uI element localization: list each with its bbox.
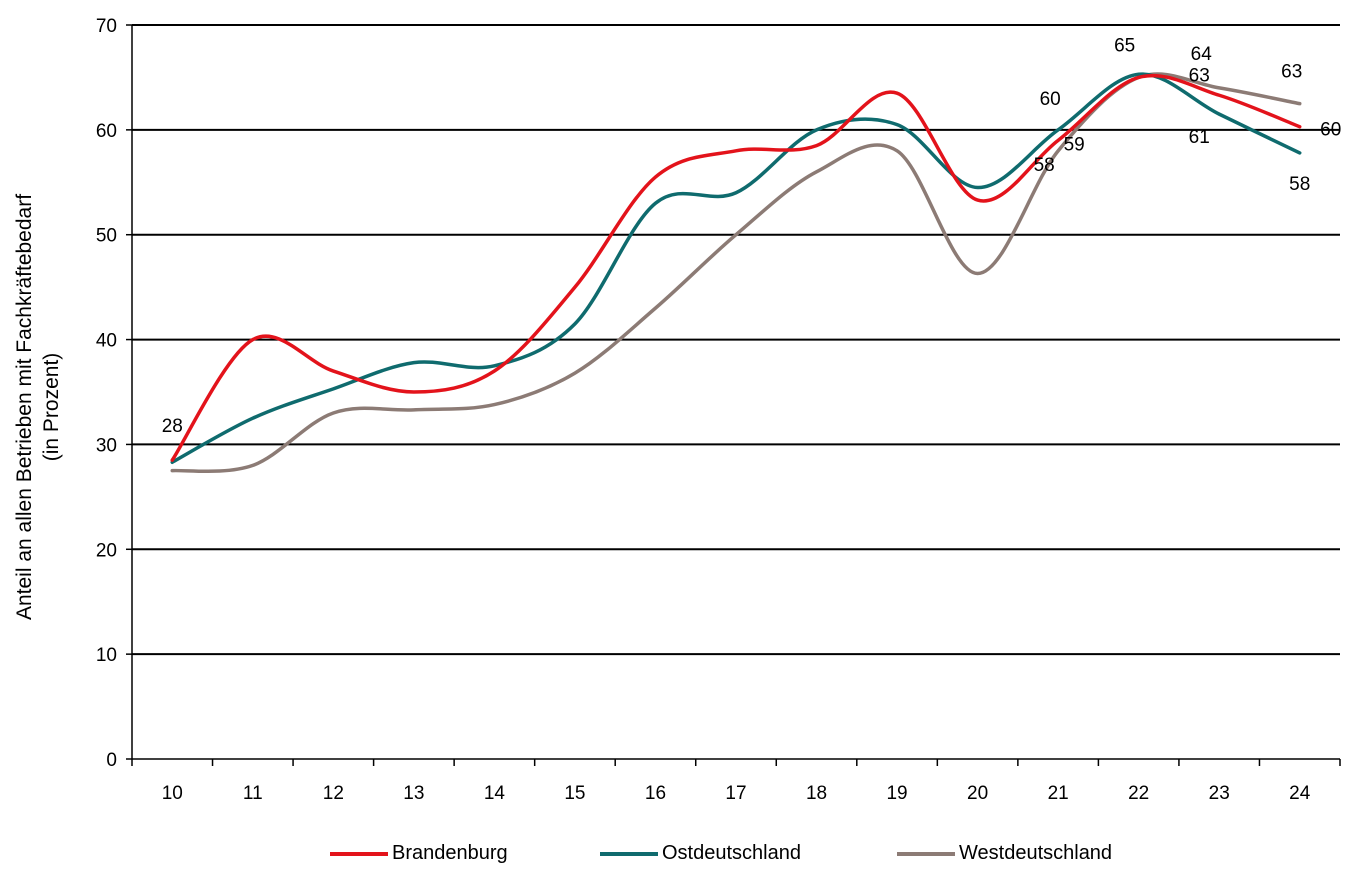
data-label: 28 <box>162 416 183 437</box>
y-axis-title-line2: (in Prozent) <box>40 353 63 462</box>
x-tick-label-14: 14 <box>484 783 506 804</box>
legend-swatch-brandenburg <box>330 851 388 856</box>
legend-label-westdeutschland: Westdeutschland <box>959 842 1113 864</box>
x-tick-label-13: 13 <box>403 783 424 804</box>
legend-item-brandenburg: Brandenburg <box>330 842 508 865</box>
y-tick-label: 60 <box>96 121 117 142</box>
y-tick-label: 0 <box>106 750 117 771</box>
data-label: 63 <box>1189 65 1210 86</box>
legend-swatch-westdeutschland <box>897 851 955 856</box>
y-tick-label: 70 <box>96 16 117 37</box>
data-label: 59 <box>1064 134 1085 155</box>
x-tick-label-21: 21 <box>1048 783 1069 804</box>
legend-item-westdeutschland: Westdeutschland <box>897 842 1112 865</box>
legend-label-ostdeutschland: Ostdeutschland <box>662 842 801 864</box>
x-tick-label-11: 11 <box>243 783 263 804</box>
y-axis-title: Anteil an allen Betrieben mit Fachkräfte… <box>13 194 36 620</box>
x-tick-label-18: 18 <box>806 783 827 804</box>
series-line-brandenburg <box>170 73 1302 462</box>
x-tick-label-24: 24 <box>1289 783 1311 804</box>
series-line-ostdeutschland <box>170 72 1302 465</box>
x-tick-label-19: 19 <box>886 783 907 804</box>
x-tick-label-16: 16 <box>645 783 666 804</box>
legend-label-brandenburg: Brandenburg <box>392 842 508 864</box>
y-tick-label: 50 <box>96 226 117 247</box>
y-tick-label: 40 <box>96 331 117 352</box>
data-label: 63 <box>1281 62 1302 83</box>
y-tick-label: 30 <box>96 435 117 456</box>
data-label: 60 <box>1320 120 1341 141</box>
data-label: 60 <box>1040 89 1061 110</box>
data-label: 61 <box>1189 127 1210 148</box>
x-tick-label-22: 22 <box>1128 783 1149 804</box>
x-tick-label-12: 12 <box>323 783 344 804</box>
legend-item-ostdeutschland: Ostdeutschland <box>600 842 801 865</box>
legend-swatch-ostdeutschland <box>600 851 658 856</box>
series-line-westdeutschland <box>170 72 1302 474</box>
data-label: 64 <box>1191 44 1213 65</box>
x-tick-label-10: 10 <box>162 783 183 804</box>
data-label: 58 <box>1034 155 1055 176</box>
data-label: 58 <box>1289 174 1310 195</box>
x-tick-label-17: 17 <box>725 783 746 804</box>
y-tick-label: 20 <box>96 540 117 561</box>
x-tick-label-20: 20 <box>967 783 988 804</box>
legend: Brandenburg Ostdeutschland Westdeutschla… <box>0 842 1349 870</box>
y-tick-label: 10 <box>96 645 117 666</box>
x-tick-label-15: 15 <box>564 783 585 804</box>
data-label: 65 <box>1114 35 1135 56</box>
x-tick-label-23: 23 <box>1209 783 1230 804</box>
